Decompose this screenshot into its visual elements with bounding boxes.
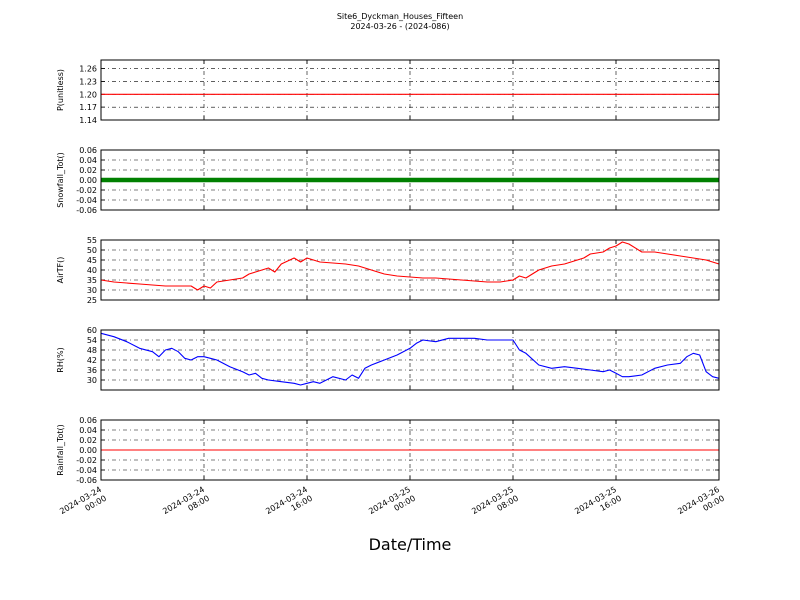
- subplot-4: 0.060.040.020.00-0.02-0.04-0.06 Rainfall_…: [56, 416, 720, 485]
- x-tick-label: 2024-03-2400:00: [58, 485, 108, 525]
- series-line-0: [100, 241, 720, 291]
- subplot-frame: [100, 329, 720, 391]
- x-axis-tick-labels: 2024-03-2400:00 2024-03-2408:00 2024-03-24…: [58, 485, 726, 525]
- y-tick-label: 1.20: [79, 90, 97, 99]
- x-tick-label: 2024-03-2516:00: [573, 485, 623, 525]
- subplot-1: 0.060.040.020.00-0.02-0.04-0.06 Snowfall_…: [56, 146, 720, 215]
- y-tick-label: 0.06: [79, 146, 97, 155]
- y-tick-label: 0.00: [79, 446, 97, 455]
- subplot-0: 1.26 1.23 1.20 1.17 1.14 P(unitless): [56, 59, 720, 125]
- y-tick-label: 60: [87, 326, 97, 335]
- y-tick-label: 1.26: [79, 65, 97, 74]
- y-tick-label: 36: [87, 366, 97, 375]
- x-tick-label: 2024-03-2408:00: [161, 485, 211, 525]
- y-axis-label: AirTF(): [56, 257, 65, 284]
- y-tick-label: 45: [87, 256, 97, 265]
- y-tick-label: 40: [87, 266, 97, 275]
- y-tick-label: 0.06: [79, 416, 97, 425]
- subplot-frame: [100, 419, 720, 481]
- y-tick-label: -0.02: [76, 186, 97, 195]
- figure-title: Site6_Dyckman_Houses_Fifteen: [337, 12, 463, 21]
- y-tick-label: 30: [87, 376, 97, 385]
- figure-subtitle: 2024-03-26 - (2024-086): [350, 22, 449, 31]
- y-tick-label: 0.02: [79, 436, 97, 445]
- y-tick-label: 1.23: [79, 77, 97, 86]
- y-axis-label: Rainfall_Tot(): [56, 424, 65, 476]
- subplot-frame: [100, 239, 720, 301]
- y-tick-label: -0.02: [76, 456, 97, 465]
- y-tick-label: 42: [87, 356, 97, 365]
- y-tick-label: 25: [87, 296, 97, 305]
- x-axis-label: Date/Time: [369, 535, 452, 554]
- y-tick-label: 1.14: [79, 116, 97, 125]
- y-tick-label: 50: [87, 246, 97, 255]
- x-tick-label: 2024-03-2416:00: [264, 485, 314, 525]
- y-tick-label: 30: [87, 286, 97, 295]
- x-tick-label: 2024-03-2508:00: [470, 485, 520, 525]
- x-tick-label: 2024-03-2600:00: [676, 485, 726, 525]
- y-tick-label: 48: [87, 346, 97, 355]
- y-tick-label: -0.06: [76, 476, 97, 485]
- y-tick-label: 0.04: [79, 156, 97, 165]
- subplot-frame: [100, 59, 720, 121]
- y-tick-label: 0.02: [79, 166, 97, 175]
- y-tick-label: 55: [87, 236, 97, 245]
- y-axis-label: RH(%): [56, 347, 65, 372]
- y-tick-label: 35: [87, 276, 97, 285]
- y-tick-label: 0.00: [79, 176, 97, 185]
- y-axis-label: P(unitless): [56, 69, 65, 111]
- series-line-0: [100, 332, 720, 386]
- subplot-frame: [100, 149, 720, 211]
- y-tick-label: -0.04: [76, 196, 97, 205]
- y-tick-label: 1.17: [79, 103, 97, 112]
- y-axis-label: Snowfall_Tot(): [56, 152, 65, 208]
- y-tick-label: 54: [87, 336, 97, 345]
- y-tick-label: -0.06: [76, 206, 97, 215]
- y-tick-label: 0.04: [79, 426, 97, 435]
- x-tick-label: 2024-03-2500:00: [367, 485, 417, 525]
- subplot-panels: 1.261.231.201.171.14P(unitless)0.060.040…: [56, 59, 720, 485]
- y-tick-label: -0.04: [76, 466, 97, 475]
